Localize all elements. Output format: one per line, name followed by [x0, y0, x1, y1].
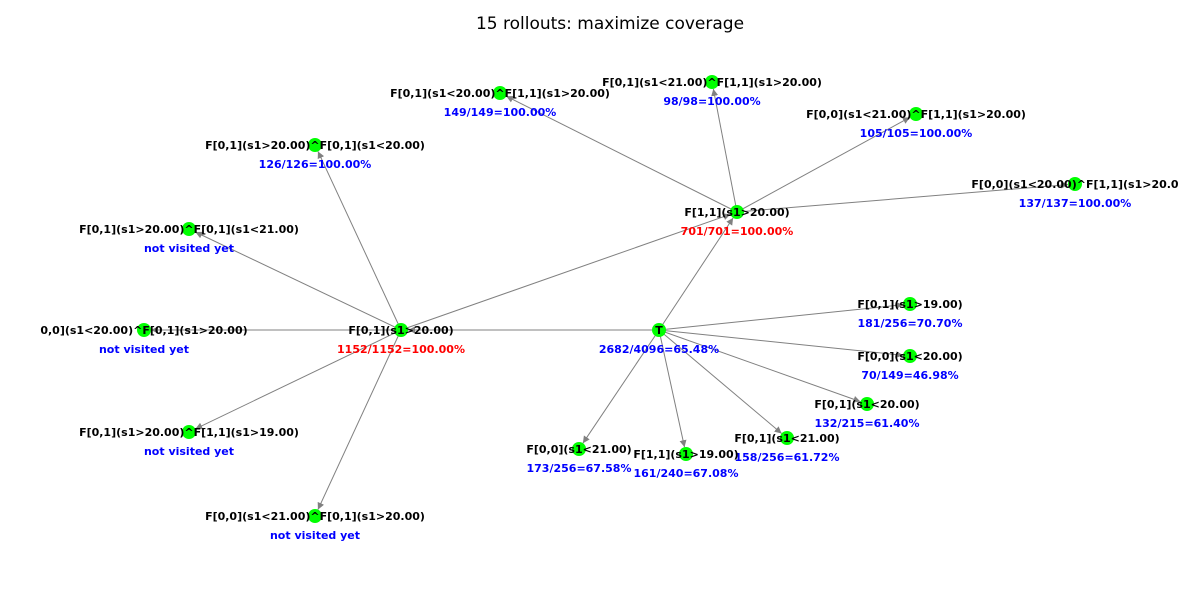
node-label: F[0,0](s1<21.00) — [526, 443, 631, 456]
node-label: F[0,1](s1<20.00)^F[1,1](s1>20.00) — [390, 87, 610, 100]
node-stat: 70/149=46.98% — [861, 369, 958, 382]
node-marker — [572, 442, 586, 456]
node-stat: 2682/4096=65.48% — [599, 343, 719, 356]
tree-node-c5: F[1,1](s1>19.00) 161/240=67.08% — [633, 447, 739, 480]
node-stat: 132/215=61.40% — [815, 417, 920, 430]
node-label: 0,0](s1<20.00)^F[0,1](s1>20.00) — [40, 324, 247, 337]
tree-node-a4: F[0,1](s1>20.00)^F[1,1](s1>19.00) not vis… — [79, 425, 299, 458]
node-stat: not visited yet — [270, 529, 360, 542]
nodes-layer: T 2682/4096=65.48% F[0,1](s1>20.00) 1152/11… — [40, 75, 1179, 542]
edge-T-c1 — [658, 301, 904, 331]
node-stat: 98/98=100.00% — [663, 95, 760, 108]
tree-node-c6: F[0,0](s1<21.00) 173/256=67.58% — [526, 442, 632, 475]
node-stat: 158/256=61.72% — [735, 451, 840, 464]
edges-layer — [151, 88, 1069, 510]
node-label: F[0,1](s1<21.00) — [734, 432, 839, 445]
edge-T-c4 — [658, 329, 782, 434]
tree-node-c1: F[0,1](s1>19.00) 181/256=70.70% — [857, 297, 963, 330]
edge-b-b3 — [736, 116, 911, 213]
node-marker — [780, 431, 794, 445]
node-marker — [903, 297, 917, 311]
edge-a-a2 — [195, 231, 402, 331]
node-label: F[0,1](s1>19.00) — [857, 298, 962, 311]
edge-a-b — [400, 213, 731, 331]
node-label: F[1,1](s1>20.00) — [684, 206, 789, 219]
tree-node-b3: F[0,0](s1<21.00)^F[1,1](s1>20.00) 105/105… — [806, 107, 1026, 140]
node-marker — [860, 397, 874, 411]
node-marker — [652, 323, 666, 337]
tree-node-a3: 0,0](s1<20.00)^F[0,1](s1>20.00) not visit… — [40, 323, 248, 356]
tree-node-b: F[1,1](s1>20.00) 701/701=100.00% — [681, 205, 794, 238]
node-label: F[0,0](s1<21.00)^F[1,1](s1>20.00) — [806, 108, 1026, 121]
node-stat: 161/240=67.08% — [634, 467, 739, 480]
node-marker — [182, 425, 196, 439]
edge-T-b — [658, 217, 734, 331]
node-stat: 137/137=100.00% — [1019, 197, 1132, 210]
edge-b-b4 — [736, 181, 1069, 213]
node-label: F[0,1](s1>20.00) — [348, 324, 453, 337]
tree-node-a5: F[0,0](s1<21.00)^F[0,1](s1>20.00) not vis… — [205, 509, 425, 542]
node-label: F[1,1](s1>19.00) — [633, 448, 738, 461]
tree-node-a1: F[0,1](s1>20.00)^F[0,1](s1<20.00) 126/126… — [205, 138, 425, 171]
edge-T-c6 — [582, 329, 660, 444]
tree-node-T: T 2682/4096=65.48% — [599, 323, 719, 356]
tree-node-b2: F[0,1](s1<21.00)^F[1,1](s1>20.00) 98/98=1… — [602, 75, 822, 108]
node-label: F[0,1](s1<20.00) — [814, 398, 919, 411]
tree-node-a2: F[0,1](s1>20.00)^F[0,1](s1<21.00) not vis… — [79, 222, 299, 255]
edge-b-b2 — [711, 88, 738, 213]
node-marker — [394, 323, 408, 337]
node-stat: not visited yet — [144, 445, 234, 458]
node-label: F[0,0](s1<20.00)^F[1,1](s1>20.0 — [971, 178, 1179, 191]
node-stat: 149/149=100.00% — [444, 106, 557, 119]
node-stat: 126/126=100.00% — [259, 158, 372, 171]
node-label: F[0,1](s1>20.00)^F[0,1](s1<21.00) — [79, 223, 299, 236]
tree-node-a: F[0,1](s1>20.00) 1152/1152=100.00% — [337, 323, 465, 356]
node-marker — [903, 349, 917, 363]
node-stat: not visited yet — [99, 343, 189, 356]
edge-T-c2 — [658, 329, 904, 359]
tree-node-b1: F[0,1](s1<20.00)^F[1,1](s1>20.00) 149/149… — [390, 86, 610, 119]
node-marker — [909, 107, 923, 121]
node-label: F[0,1](s1>20.00)^F[1,1](s1>19.00) — [79, 426, 299, 439]
edge-a-a1 — [317, 151, 402, 331]
edge-T-c3 — [658, 329, 861, 403]
tree-node-c4: F[0,1](s1<21.00) 158/256=61.72% — [734, 431, 840, 464]
node-stat: 181/256=70.70% — [858, 317, 963, 330]
tree-node-c3: F[0,1](s1<20.00) 132/215=61.40% — [814, 397, 920, 430]
diagram-title: 15 rollouts: maximize coverage — [476, 14, 744, 34]
edge-a-a5 — [317, 329, 402, 510]
node-label: F[0,1](s1>20.00)^F[0,1](s1<20.00) — [205, 139, 425, 152]
node-marker — [137, 323, 151, 337]
node-stat: not visited yet — [144, 242, 234, 255]
node-marker — [308, 138, 322, 152]
node-stat: 701/701=100.00% — [681, 225, 794, 238]
node-marker — [308, 509, 322, 523]
node-stat: 173/256=67.58% — [527, 462, 632, 475]
node-marker — [182, 222, 196, 236]
edge-T-c5 — [658, 329, 687, 448]
node-label: T — [655, 324, 663, 337]
node-stat: 105/105=100.00% — [860, 127, 973, 140]
node-stat: 1152/1152=100.00% — [337, 343, 465, 356]
node-label: F[0,0](s1<20.00) — [857, 350, 962, 363]
edge-a-a4 — [195, 329, 402, 430]
node-label: F[0,0](s1<21.00)^F[0,1](s1>20.00) — [205, 510, 425, 523]
node-marker — [705, 75, 719, 89]
edge-b-b1 — [506, 95, 738, 213]
tree-node-c2: F[0,0](s1<20.00) 70/149=46.98% — [857, 349, 963, 382]
node-marker — [679, 447, 693, 461]
tree-node-b4: F[0,0](s1<20.00)^F[1,1](s1>20.0 137/137=1… — [971, 177, 1179, 210]
node-label: F[0,1](s1<21.00)^F[1,1](s1>20.00) — [602, 76, 822, 89]
node-marker — [493, 86, 507, 100]
node-marker — [1068, 177, 1082, 191]
node-marker — [730, 205, 744, 219]
